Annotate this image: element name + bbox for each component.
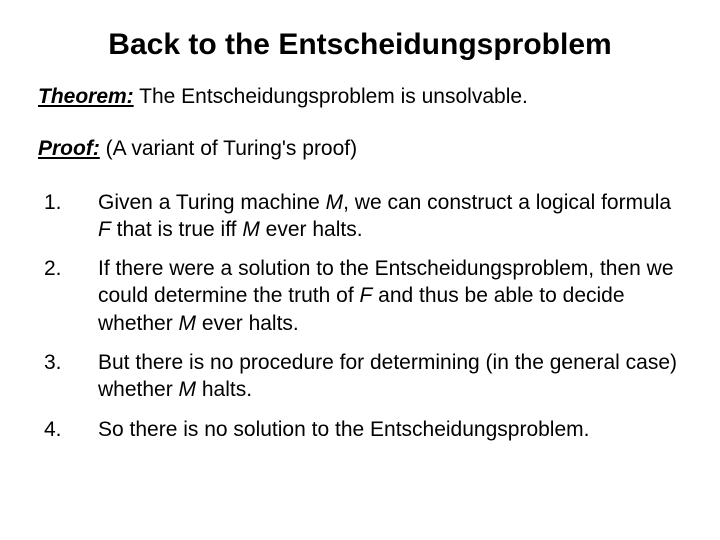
proof-label: Proof: xyxy=(38,137,100,160)
theorem-text: The Entscheidungsproblem is unsolvable. xyxy=(134,85,528,108)
text: halts. xyxy=(196,378,252,401)
slide: Back to the Entscheidungsproblem Theorem… xyxy=(0,0,720,540)
var-f: F xyxy=(98,218,111,241)
list-text: Given a Turing machine M, we can constru… xyxy=(98,189,682,244)
text: So there is no solution to the Entscheid… xyxy=(98,418,589,441)
text: ever halts. xyxy=(196,312,299,335)
var-m: M xyxy=(242,218,260,241)
list-item: 3. But there is no procedure for determi… xyxy=(38,349,682,404)
text: ever halts. xyxy=(260,218,363,241)
proof-line: Proof: (A variant of Turing's proof) xyxy=(38,136,682,162)
theorem-line: Theorem: The Entscheidungsproblem is uns… xyxy=(38,84,682,110)
list-number: 3. xyxy=(38,349,98,404)
list-number: 4. xyxy=(38,416,98,443)
var-m: M xyxy=(179,378,197,401)
text: Given a Turing machine xyxy=(98,191,326,214)
proof-steps: 1. Given a Turing machine M, we can cons… xyxy=(38,189,682,443)
theorem-label: Theorem: xyxy=(38,85,134,108)
list-item: 4. So there is no solution to the Entsch… xyxy=(38,416,682,443)
list-number: 2. xyxy=(38,255,98,337)
var-m: M xyxy=(179,312,197,335)
proof-text: (A variant of Turing's proof) xyxy=(100,137,357,160)
list-text: But there is no procedure for determinin… xyxy=(98,349,682,404)
list-text: If there were a solution to the Entschei… xyxy=(98,255,682,337)
list-item: 1. Given a Turing machine M, we can cons… xyxy=(38,189,682,244)
list-item: 2. If there were a solution to the Entsc… xyxy=(38,255,682,337)
var-f: F xyxy=(360,284,373,307)
text: that is true iff xyxy=(111,218,243,241)
slide-title: Back to the Entscheidungsproblem xyxy=(38,28,682,62)
list-text: So there is no solution to the Entscheid… xyxy=(98,416,682,443)
text: , we can construct a logical formula xyxy=(343,191,671,214)
var-m: M xyxy=(326,191,344,214)
list-number: 1. xyxy=(38,189,98,244)
